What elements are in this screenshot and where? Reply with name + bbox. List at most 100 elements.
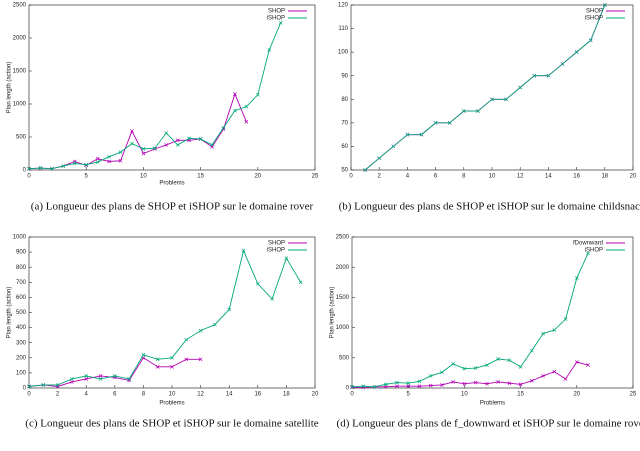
data-point — [462, 381, 467, 386]
data-point — [127, 377, 131, 381]
data-point — [107, 159, 111, 164]
data-point — [518, 382, 523, 387]
data-point — [27, 166, 31, 171]
data-point — [440, 383, 444, 387]
data-point — [462, 366, 467, 371]
y-tick-label: 1500 — [13, 69, 27, 75]
data-point — [98, 377, 103, 381]
y-tick-label: 90 — [341, 73, 348, 79]
legend-label: iSHOP — [585, 16, 603, 22]
data-point — [255, 92, 260, 97]
x-tick-label: 2 — [56, 392, 60, 398]
y-tick-label: 0 — [346, 386, 350, 392]
x-tick-label: 20 — [573, 392, 580, 398]
y-tick-label: 120 — [338, 3, 349, 9]
series-line — [364, 4, 606, 171]
legend-label: SHOP — [586, 9, 603, 15]
data-point — [546, 73, 551, 78]
y-tick-label: 800 — [16, 265, 27, 271]
data-point — [504, 97, 508, 102]
data-point — [518, 85, 523, 90]
x-tick-label: 16 — [254, 392, 261, 398]
data-point — [574, 360, 579, 364]
x-tick-label: 20 — [254, 174, 261, 180]
data-point — [278, 20, 283, 25]
data-point — [490, 97, 494, 102]
plot-frame — [28, 4, 316, 171]
x-tick-label: 18 — [283, 392, 290, 398]
data-point — [417, 379, 422, 384]
y-axis-label: Plan length (action) — [7, 287, 13, 339]
data-point — [244, 104, 249, 109]
y-tick-label: 1000 — [13, 235, 27, 241]
data-point — [141, 151, 146, 156]
data-point — [350, 384, 354, 389]
series-line — [28, 92, 247, 170]
data-point — [574, 50, 579, 54]
data-point — [107, 154, 111, 159]
y-tick-label: 2500 — [336, 235, 350, 241]
data-point — [507, 381, 512, 386]
data-point — [175, 143, 180, 147]
plot-frame — [28, 236, 316, 389]
data-point — [563, 377, 568, 381]
data-point — [588, 38, 593, 43]
data-point — [38, 166, 43, 170]
data-point — [213, 322, 217, 327]
series-line — [352, 361, 589, 388]
y-tick-label: 50 — [341, 168, 348, 174]
data-point — [602, 3, 607, 7]
y-tick-label: 0 — [23, 386, 27, 392]
y-axis-label: Plan length (action) — [330, 287, 336, 339]
x-tick-label: 12 — [517, 174, 524, 180]
data-point — [419, 132, 424, 137]
x-tick-label: 5 — [407, 392, 411, 398]
x-tick-label: 15 — [517, 392, 524, 398]
data-point — [98, 374, 103, 378]
x-tick-label: 12 — [197, 392, 204, 398]
caption: (a) Longueur des plans de SHOP et iSHOP … — [31, 201, 314, 213]
data-point — [461, 109, 466, 113]
x-tick-label: 8 — [462, 174, 466, 180]
caption: (d) Longueur des plans de f_downward et … — [337, 418, 640, 430]
x-tick-label: 4 — [406, 174, 410, 180]
data-point — [267, 48, 272, 52]
data-point — [532, 73, 537, 78]
x-axis-label: Problems — [159, 401, 184, 407]
data-point — [586, 363, 590, 367]
data-point — [586, 251, 590, 256]
data-point — [244, 119, 249, 124]
data-point — [529, 378, 534, 383]
y-tick-label: 400 — [16, 325, 27, 331]
legend-label: iSHOP — [267, 248, 285, 254]
data-point — [141, 147, 146, 151]
data-point — [433, 121, 438, 125]
y-axis-label: Plan length (action) — [7, 62, 13, 114]
x-tick-label: 0 — [27, 392, 31, 398]
x-tick-label: 25 — [312, 174, 319, 180]
x-tick-label: 0 — [349, 174, 353, 180]
data-point — [184, 357, 189, 362]
x-tick-label: 5 — [85, 174, 89, 180]
data-point — [112, 374, 117, 378]
x-tick-label: 6 — [113, 392, 117, 398]
data-point — [233, 92, 237, 96]
x-tick-label: 20 — [312, 392, 319, 398]
x-tick-label: 10 — [140, 174, 147, 180]
x-axis-label: Problems — [159, 181, 184, 187]
y-tick-label: 300 — [16, 340, 27, 346]
series-line — [364, 4, 606, 171]
data-point — [405, 132, 410, 137]
x-tick-label: 6 — [434, 174, 438, 180]
data-point — [118, 158, 123, 163]
legend-label: iSHOP — [267, 16, 285, 22]
data-point — [95, 156, 100, 161]
y-tick-label: 0 — [23, 168, 27, 174]
series-line — [28, 249, 302, 387]
data-point — [529, 348, 534, 353]
data-point — [84, 377, 89, 381]
data-point — [541, 374, 545, 378]
y-tick-label: 80 — [341, 97, 348, 103]
data-point — [574, 276, 579, 280]
